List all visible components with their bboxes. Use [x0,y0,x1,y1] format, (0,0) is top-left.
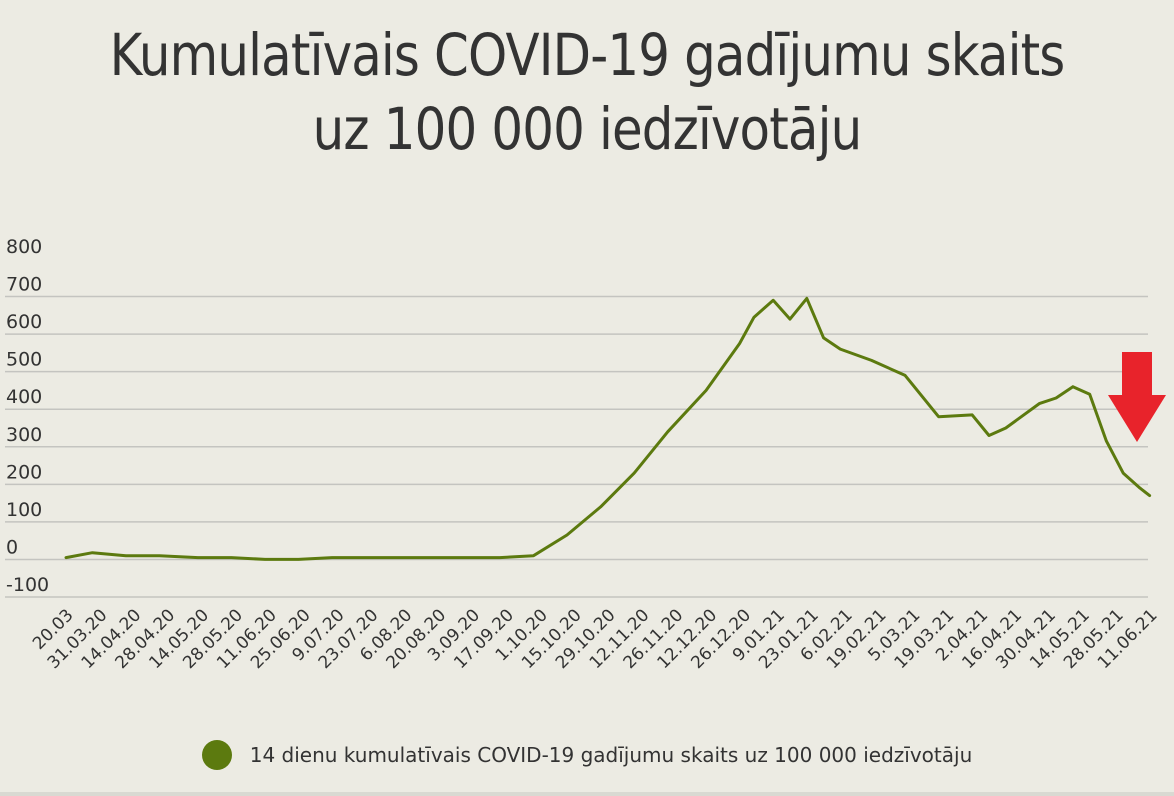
y-tick-label: 300 [6,424,42,446]
y-tick-label: 100 [6,499,42,521]
y-tick-label: 400 [6,386,42,408]
y-tick-label: 600 [6,311,42,333]
y-tick-label: 0 [6,536,18,558]
x-axis-ticks: 20.0331.03.2014.04.2028.04.2014.05.2028.… [29,605,1162,673]
series-line [64,296,1152,561]
down-arrow-icon [1108,352,1166,442]
y-tick-label: -100 [6,574,49,596]
y-axis-ticks: -100 0 100 200 300 400 500 600 700 800 [6,236,49,596]
y-tick-label: 200 [6,461,42,483]
legend-label: 14 dienu kumulatīvais COVID-19 gadījumu … [249,743,973,767]
series-layer [64,296,1152,561]
legend: 14 dienu kumulatīvais COVID-19 gadījumu … [0,740,1174,770]
y-tick-label: 700 [6,274,42,296]
chart-title: Kumulatīvais COVID-19 gadījumu skaits uz… [109,21,1066,163]
gridlines [5,295,1148,598]
down-arrow-shape [1108,352,1166,442]
bottom-divider [0,792,1174,796]
y-tick-label: 800 [6,236,42,258]
legend-marker [201,740,232,770]
y-tick-label: 500 [6,349,42,371]
